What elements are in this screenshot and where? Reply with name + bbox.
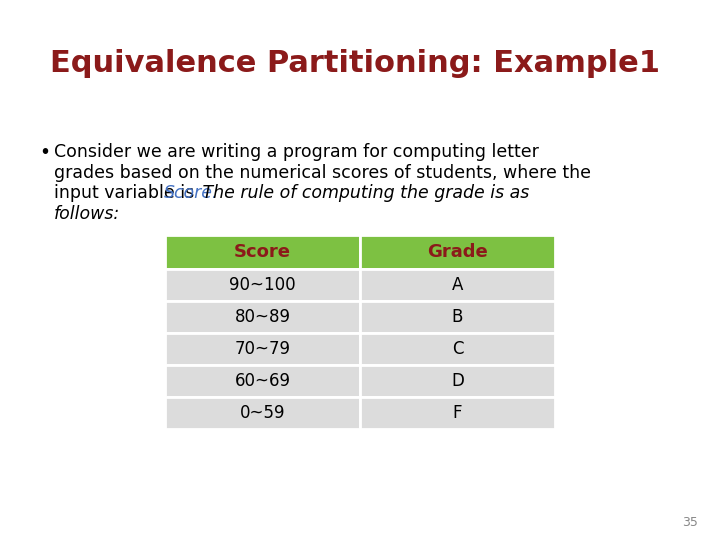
- Text: Score.: Score.: [163, 184, 218, 202]
- Text: •: •: [40, 143, 50, 162]
- Bar: [360, 269, 555, 301]
- Bar: [165, 365, 360, 397]
- Text: 80~89: 80~89: [235, 308, 290, 326]
- Bar: [165, 301, 360, 333]
- Bar: [165, 397, 360, 429]
- Text: 35: 35: [683, 516, 698, 529]
- Text: B: B: [452, 308, 463, 326]
- Text: F: F: [453, 404, 462, 422]
- Text: C: C: [451, 340, 463, 358]
- Bar: [360, 333, 555, 365]
- Text: grades based on the numerical scores of students, where the: grades based on the numerical scores of …: [54, 164, 591, 181]
- Text: 0~59: 0~59: [240, 404, 285, 422]
- Bar: [360, 365, 555, 397]
- Bar: [360, 301, 555, 333]
- Text: Consider we are writing a program for computing letter: Consider we are writing a program for co…: [54, 143, 539, 161]
- Text: A: A: [452, 276, 463, 294]
- Text: The rule of computing the grade is as: The rule of computing the grade is as: [197, 184, 529, 202]
- Bar: [360, 235, 555, 269]
- Text: Grade: Grade: [427, 243, 488, 261]
- Bar: [165, 269, 360, 301]
- Text: input variable is: input variable is: [54, 184, 199, 202]
- Bar: [165, 333, 360, 365]
- Text: 60~69: 60~69: [235, 372, 290, 390]
- Text: 90~100: 90~100: [229, 276, 296, 294]
- Text: Equivalence Partitioning: Example1: Equivalence Partitioning: Example1: [50, 49, 660, 78]
- Text: follows:: follows:: [54, 205, 120, 222]
- Text: D: D: [451, 372, 464, 390]
- Text: Score: Score: [234, 243, 291, 261]
- Bar: [165, 235, 360, 269]
- Text: 70~79: 70~79: [235, 340, 290, 358]
- Bar: [360, 397, 555, 429]
